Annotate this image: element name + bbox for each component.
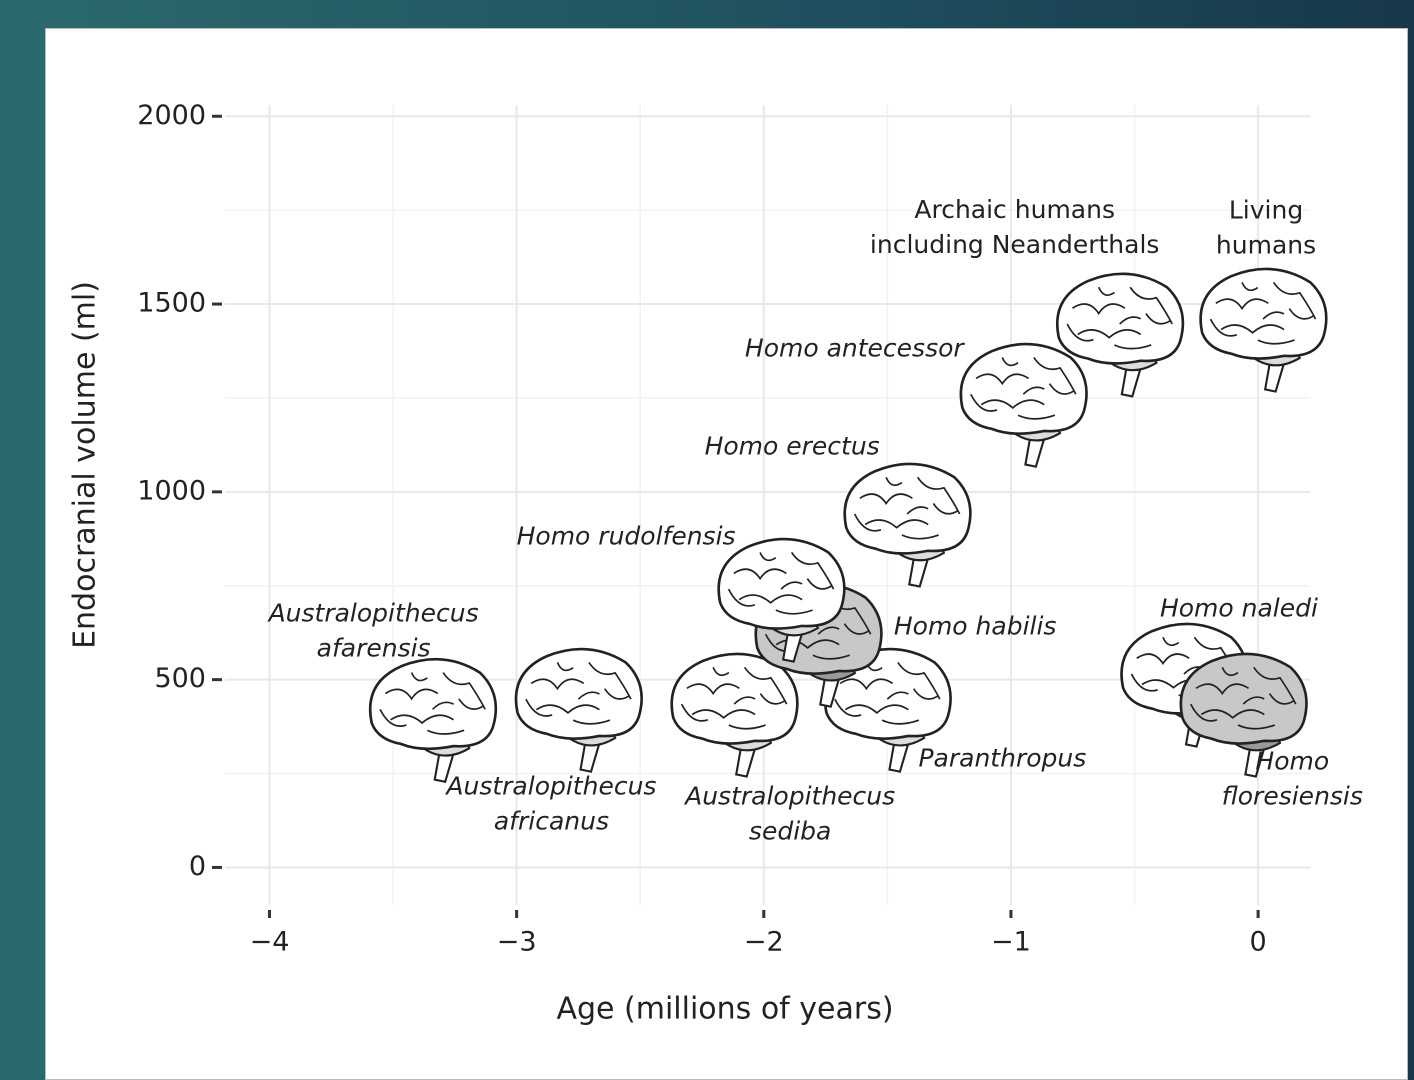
point-label: Homo antecessor bbox=[745, 333, 966, 362]
y-tick-label: 0 bbox=[189, 851, 206, 882]
y-tick-label: 1500 bbox=[137, 288, 206, 319]
brain-outline bbox=[1181, 654, 1307, 744]
brain-point bbox=[370, 659, 496, 782]
x-tick-label: −1 bbox=[991, 927, 1031, 958]
brain-point bbox=[1201, 269, 1327, 392]
brain-outline bbox=[1201, 269, 1327, 359]
brain-point bbox=[845, 464, 971, 587]
point-label: afarensis bbox=[317, 634, 431, 663]
x-tick-label: 0 bbox=[1250, 927, 1267, 958]
point-label: Australopithecus bbox=[683, 781, 895, 810]
point-label: Archaic humans bbox=[914, 195, 1115, 224]
point-label: Paranthropus bbox=[918, 743, 1086, 772]
y-tick-label: 2000 bbox=[137, 100, 206, 131]
point-label: Homo habilis bbox=[894, 611, 1057, 640]
x-axis-title: Age (millions of years) bbox=[556, 992, 893, 1027]
point-label: floresiensis bbox=[1222, 781, 1363, 810]
brain-outline bbox=[961, 344, 1087, 434]
brain-outline bbox=[516, 649, 642, 739]
point-label: Homo bbox=[1255, 746, 1329, 775]
brain-outline bbox=[370, 659, 496, 749]
y-tick-label: 500 bbox=[154, 663, 206, 694]
point-label: humans bbox=[1216, 230, 1316, 259]
point-label: Homo erectus bbox=[705, 431, 880, 460]
brain-outline bbox=[719, 539, 845, 629]
point-label: Homo rudolfensis bbox=[517, 521, 736, 550]
brain-point bbox=[961, 344, 1087, 467]
y-axis-title: Endocranial volume (ml) bbox=[68, 281, 103, 649]
chart: Age (millions of years) Endocranial volu… bbox=[0, 0, 1414, 1080]
point-label: Homo naledi bbox=[1160, 593, 1318, 622]
brain-outline bbox=[845, 464, 971, 554]
point-label: sediba bbox=[749, 816, 831, 845]
point-label: including Neanderthals bbox=[870, 230, 1160, 259]
page: {"chart_data": { "type": "scatter", "x_l… bbox=[0, 0, 1414, 1080]
point-label: africanus bbox=[494, 806, 609, 835]
brain-point bbox=[516, 649, 642, 772]
x-tick-label: −3 bbox=[497, 927, 537, 958]
point-label: Australopithecus bbox=[267, 599, 479, 628]
point-label: Living bbox=[1229, 195, 1303, 224]
x-tick-label: −2 bbox=[744, 927, 784, 958]
y-tick-label: 1000 bbox=[137, 475, 206, 506]
x-tick-label: −4 bbox=[250, 927, 290, 958]
point-label: Australopithecus bbox=[444, 771, 656, 800]
brain-point bbox=[672, 654, 798, 777]
brain-outline bbox=[1057, 274, 1183, 364]
